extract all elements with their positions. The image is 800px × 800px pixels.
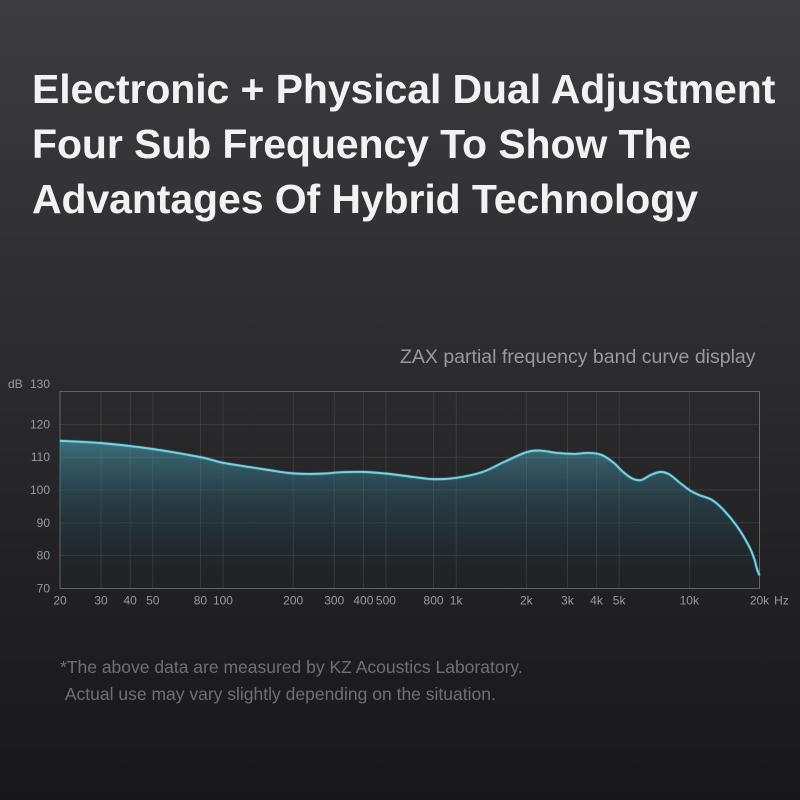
svg-text:90: 90 — [37, 516, 51, 530]
svg-text:dB: dB — [8, 377, 23, 391]
svg-text:20: 20 — [53, 594, 67, 608]
svg-text:80: 80 — [194, 594, 208, 608]
svg-text:50: 50 — [146, 594, 160, 608]
svg-text:300: 300 — [324, 594, 344, 608]
svg-text:5k: 5k — [613, 594, 627, 608]
svg-text:400: 400 — [353, 594, 373, 608]
svg-text:30: 30 — [94, 594, 108, 608]
svg-text:80: 80 — [37, 549, 51, 563]
svg-text:20k: 20k — [750, 594, 770, 608]
svg-text:120: 120 — [30, 417, 50, 431]
svg-text:100: 100 — [30, 483, 50, 497]
svg-text:800: 800 — [424, 594, 444, 608]
svg-text:130: 130 — [30, 377, 50, 391]
svg-text:110: 110 — [31, 450, 50, 464]
svg-text:4k: 4k — [590, 594, 604, 608]
svg-text:500: 500 — [376, 594, 396, 608]
svg-text:10k: 10k — [680, 594, 700, 608]
svg-text:1k: 1k — [450, 594, 464, 608]
svg-text:100: 100 — [213, 594, 233, 608]
svg-text:3k: 3k — [561, 594, 575, 608]
svg-text:70: 70 — [37, 582, 51, 596]
svg-text:200: 200 — [283, 594, 303, 608]
svg-text:2k: 2k — [520, 594, 534, 608]
svg-text:40: 40 — [124, 594, 138, 608]
svg-text:Hz: Hz — [774, 594, 789, 608]
